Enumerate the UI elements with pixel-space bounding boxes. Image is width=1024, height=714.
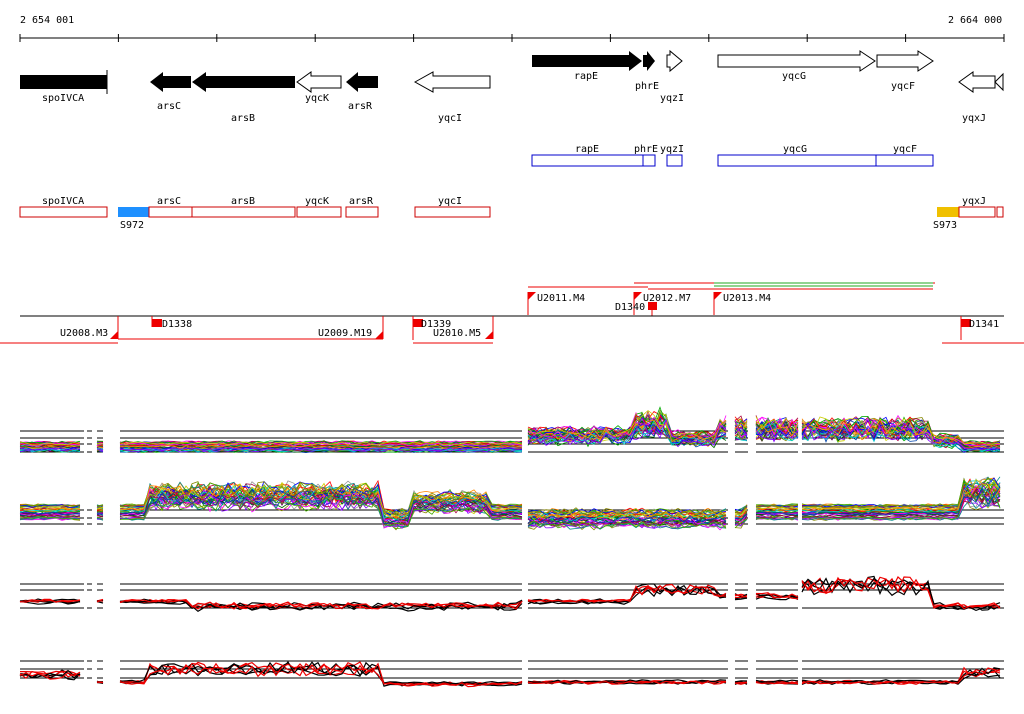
promoter-label-U2013: U2013.M4 <box>723 293 771 304</box>
cds-label-yqcG: yqcG <box>783 144 807 155</box>
expression-panel-3 <box>19 575 1004 613</box>
promoter-label-U2008: U2008.M3 <box>60 328 108 339</box>
gene-spoIVCA[interactable] <box>20 75 107 89</box>
expression-tracks <box>19 406 1004 688</box>
terminator-label-D1341: D1341 <box>969 319 999 330</box>
cds-label-yqzI: yqzI <box>660 144 684 155</box>
cds-label-rapE: rapE <box>575 144 599 155</box>
promoter-U2011[interactable]: U2011.M4 <box>527 292 585 315</box>
annot-label-yqxJ: yqxJ <box>962 196 986 207</box>
gene-label-arsC: arsC <box>157 101 181 112</box>
annot-label-arsB: arsB <box>231 196 255 207</box>
annot-box-yqcK[interactable] <box>296 206 342 218</box>
terminator-D1339[interactable]: D1339 <box>412 316 451 340</box>
gene-arrow-track: spoIVCA arsC arsB yqcK arsR yqcI rapE ph… <box>20 49 1004 124</box>
gene-label-phrE: phrE <box>635 81 659 92</box>
cds-box-yqcG[interactable] <box>717 154 877 167</box>
promoter-label-U2010: U2010.M5 <box>433 328 481 339</box>
gene-label-yqcI: yqcI <box>438 113 462 124</box>
promoter-label-U2009: U2009.M19 <box>318 328 372 339</box>
gene-label-yqzI: yqzI <box>660 93 684 104</box>
promoter-U2008[interactable]: U2008.M3 <box>60 316 119 339</box>
gene-rapE[interactable] <box>532 51 642 71</box>
gene-arsC[interactable] <box>150 72 191 92</box>
terminator-label-D1338: D1338 <box>162 319 192 330</box>
gene-yqcK[interactable] <box>296 71 342 93</box>
terminator-D1341[interactable]: D1341 <box>960 316 999 340</box>
gene-label-yqcK: yqcK <box>305 93 329 104</box>
annotation-box-track: spoIVCA S972 arsC arsB yqcK arsR yqcI S9… <box>19 196 1004 231</box>
block-label-S973: S973 <box>933 220 957 231</box>
block-S972[interactable] <box>118 207 149 217</box>
gene-yqcG[interactable] <box>717 50 876 72</box>
gene-phrE[interactable] <box>643 51 655 71</box>
cds-box-phrE[interactable] <box>642 154 656 167</box>
terminator-D1340[interactable]: D1340 <box>615 302 657 316</box>
annot-label-arsR: arsR <box>349 196 374 207</box>
coordinate-ruler: 2 654 001 2 664 000 <box>19 15 1005 42</box>
cds-box-yqzI[interactable] <box>666 154 683 167</box>
promoter-U2013[interactable]: U2013.M4 <box>713 292 771 315</box>
gene-label-yqxJ: yqxJ <box>962 113 986 124</box>
block-label-S972: S972 <box>120 220 144 231</box>
gene-label-arsB: arsB <box>231 113 255 124</box>
annot-box-arsR[interactable] <box>345 206 379 218</box>
annot-label-spoIVCA: spoIVCA <box>42 196 84 207</box>
annot-box-spoIVCA[interactable] <box>19 206 108 218</box>
annot-box-arsC[interactable] <box>148 206 193 218</box>
gene-label-yqcG: yqcG <box>782 71 806 82</box>
terminator-label-D1339: D1339 <box>421 319 451 330</box>
cds-label-yqcF: yqcF <box>893 144 917 155</box>
promoter-U2009[interactable]: U2009.M19 <box>318 316 384 339</box>
coord-start: 2 654 001 <box>20 15 74 26</box>
annot-box-arsB[interactable] <box>191 206 296 218</box>
gene-yqcI[interactable] <box>413 71 491 93</box>
gene-arsB[interactable] <box>192 72 295 92</box>
promoter-label-U2011: U2011.M4 <box>537 293 585 304</box>
expression-panel-2 <box>19 476 1004 531</box>
cds-box-yqcF[interactable] <box>875 154 934 167</box>
gene-arsR[interactable] <box>346 72 378 92</box>
annot-box-yqcI[interactable] <box>414 206 491 218</box>
terminator-D1338[interactable]: D1338 <box>151 316 192 330</box>
expression-panel-4 <box>19 660 1004 688</box>
gene-label-yqcF: yqcF <box>891 81 915 92</box>
gene-yqzI[interactable] <box>666 49 683 73</box>
annot-box-yqxJ[interactable] <box>958 206 996 218</box>
gene-label-rapE: rapE <box>574 71 598 82</box>
promoter-U2012[interactable]: U2012.M7 <box>633 292 691 315</box>
cds-box-track: rapE phrE yqzI yqcG yqcF <box>531 144 934 167</box>
regulatory-track: U2011.M4 U2012.M7 U2013.M4 D1340 U2008.M… <box>0 282 1024 344</box>
coord-end: 2 664 000 <box>948 15 1002 26</box>
block-S973[interactable] <box>937 207 959 217</box>
gene-label-spoIVCA: spoIVCA <box>42 93 84 104</box>
annot-label-yqcI: yqcI <box>438 196 462 207</box>
annot-label-arsC: arsC <box>157 196 181 207</box>
promoter-label-U2012: U2012.M7 <box>643 293 691 304</box>
annot-label-yqcK: yqcK <box>305 196 329 207</box>
gene-yqxJ[interactable] <box>958 71 996 93</box>
cds-label-phrE: phrE <box>634 144 658 155</box>
gene-label-arsR: arsR <box>348 101 373 112</box>
expression-panel-1 <box>19 406 1004 454</box>
gene-yqcF[interactable] <box>876 50 934 72</box>
promoter-U2010[interactable]: U2010.M5 <box>433 316 494 339</box>
cds-box-rapE[interactable] <box>531 154 644 167</box>
terminator-label-D1340: D1340 <box>615 302 645 313</box>
